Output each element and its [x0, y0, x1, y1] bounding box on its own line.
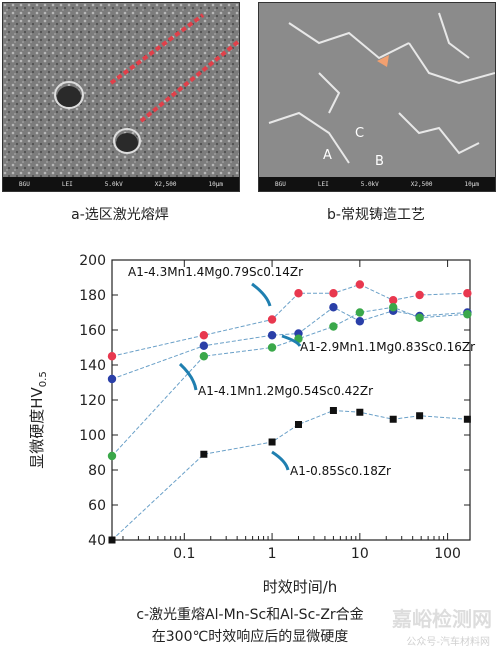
- data-point: [463, 415, 471, 423]
- data-point: [200, 450, 208, 458]
- data-point: [107, 451, 117, 461]
- laser-track-2: [139, 39, 239, 123]
- data-point: [107, 374, 117, 384]
- series-label: A1-0.85Sc0.18Zr: [290, 464, 391, 478]
- data-point: [108, 536, 116, 544]
- data-point: [294, 421, 302, 428]
- label-a: A: [323, 148, 332, 163]
- watermark: 嘉峪检测网: [392, 607, 492, 631]
- data-point: [199, 331, 209, 340]
- series-label: A1-4.3Mn1.4Mg0.79Sc0.14Zr: [128, 265, 303, 279]
- data-point: [355, 308, 365, 317]
- x-tick-label: 0.1: [173, 546, 195, 562]
- y-tick-label: 80: [88, 463, 106, 479]
- data-point: [329, 407, 337, 414]
- y-tick-label: 60: [88, 498, 106, 514]
- annotation-arrow: [271, 450, 290, 471]
- annotation-arrow: [251, 282, 272, 307]
- data-point: [267, 331, 277, 340]
- data-point: [294, 289, 303, 298]
- y-tick-label: 160: [79, 323, 106, 339]
- micrograph-a-texture: [3, 3, 239, 177]
- label-c: C: [355, 126, 364, 141]
- series-label: A1-4.1Mn1.2Mg0.54Sc0.42Zr: [198, 384, 373, 398]
- series-label: A1-2.9Mn1.1Mg0.83Sc0.16Zr: [300, 340, 475, 354]
- caption-b: b-常规铸造工艺: [327, 207, 425, 223]
- data-point: [329, 303, 338, 312]
- hardness-chart: 40 60 80 100 120 140 160 180 200 0.1 1 10 100 A1-4.3…: [28, 253, 475, 596]
- x-tick-label: 100: [434, 546, 461, 562]
- data-point: [415, 290, 424, 300]
- micrograph-a: BGU LEI 5.0kV X2,500 10μm: [2, 2, 240, 192]
- sem-info-bar-a: BGU LEI 5.0kV X2,500 10μm: [3, 177, 239, 191]
- chart-caption-line2: 在300℃时效响应后的显微硬度: [151, 629, 349, 645]
- chart-points: [107, 280, 472, 544]
- x-tick-label: 1: [268, 546, 277, 562]
- y-tick-label: 100: [79, 428, 106, 444]
- watermark-sub: 公众号-汽车材料网: [406, 637, 490, 648]
- x-tick-label: 10: [351, 546, 369, 562]
- data-point: [107, 352, 117, 361]
- micrograph-b-texture: A B C: [259, 3, 495, 177]
- x-axis-label: 时效时间/h: [263, 578, 338, 596]
- pointer-arrow: [377, 55, 389, 67]
- plot-frame: [111, 259, 471, 541]
- data-point: [355, 280, 365, 289]
- micrograph-b: A B C BGU LEI 5.0kV X2,500 10μm: [258, 2, 496, 192]
- data-point: [389, 296, 398, 305]
- laser-track-1: [109, 13, 205, 85]
- y-tick-label: 200: [79, 253, 106, 269]
- data-point: [463, 289, 472, 298]
- chart-axes: 40 60 80 100 120 140 160 180 200 0.1 1 10 100: [79, 253, 471, 562]
- data-point: [267, 343, 277, 352]
- data-point: [389, 303, 398, 312]
- y-axis-label: 显微硬度HV0.5: [28, 371, 49, 468]
- chart-caption-line1: c-激光重熔Al-Mn-Sc和Al-Sc-Zr合金: [136, 607, 364, 623]
- y-tick-label: 120: [79, 393, 106, 409]
- y-tick-label: 140: [79, 358, 106, 374]
- caption-a: a-选区激光熔焊: [71, 207, 169, 223]
- y-tick-label: 40: [88, 533, 106, 549]
- data-point: [389, 415, 397, 423]
- pore-2: [116, 133, 138, 153]
- data-point: [199, 341, 209, 350]
- annotation-arrow: [178, 362, 198, 391]
- annotation-arrow: [281, 334, 302, 347]
- data-point: [416, 412, 424, 420]
- data-point: [268, 438, 276, 446]
- data-point: [329, 289, 338, 298]
- label-b: B: [375, 154, 384, 169]
- data-point: [267, 315, 277, 324]
- sem-info-bar-b: BGU LEI 5.0kV X2,500 10μm: [259, 177, 495, 191]
- data-point: [329, 322, 338, 331]
- series-line: [111, 306, 468, 457]
- data-point: [463, 310, 472, 319]
- data-point: [355, 317, 365, 326]
- data-point: [199, 352, 209, 361]
- chart-annotations: A1-4.3Mn1.4Mg0.79Sc0.14Zr A1-2.9Mn1.1Mg0.…: [128, 265, 475, 478]
- y-tick-label: 180: [79, 288, 106, 304]
- pore-1: [57, 86, 81, 108]
- data-point: [415, 313, 424, 322]
- data-point: [356, 408, 364, 416]
- chart-lines: [111, 283, 468, 541]
